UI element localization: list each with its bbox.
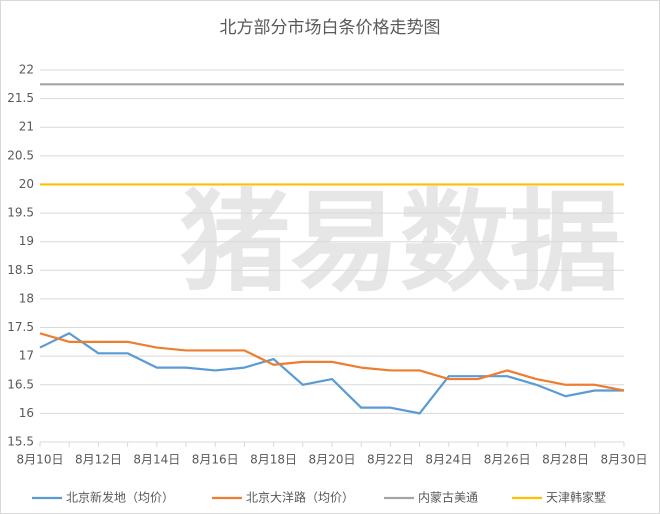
y-tick-label: 17.5 bbox=[7, 320, 34, 334]
y-tick-label: 20 bbox=[19, 177, 34, 191]
y-tick-label: 18.5 bbox=[7, 263, 34, 277]
watermark: 猪易数据 bbox=[180, 178, 620, 306]
y-tick-label: 22 bbox=[19, 63, 34, 77]
x-tick-label: 8月28日 bbox=[542, 453, 589, 467]
x-tick-label: 8月26日 bbox=[484, 453, 531, 467]
y-tick-label: 18 bbox=[19, 291, 34, 305]
x-tick-label: 8月12日 bbox=[75, 453, 122, 467]
legend-label: 北京大洋路（均价） bbox=[246, 490, 354, 505]
y-tick-label: 16.5 bbox=[7, 377, 34, 391]
legend-label: 内蒙古美通 bbox=[418, 490, 478, 505]
legend-label: 北京新发地（均价） bbox=[66, 490, 174, 505]
y-tick-label: 21.5 bbox=[7, 91, 34, 105]
x-tick-label: 8月10日 bbox=[17, 453, 64, 467]
x-tick-label: 8月24日 bbox=[425, 453, 472, 467]
series-line bbox=[39, 332, 625, 392]
y-tick-label: 19 bbox=[19, 234, 34, 248]
x-tick-label: 8月18日 bbox=[250, 453, 297, 467]
y-tick-label: 17 bbox=[19, 349, 34, 363]
y-tick-label: 20.5 bbox=[7, 148, 34, 162]
legend-label: 天津韩家墅 bbox=[546, 490, 606, 505]
series-line bbox=[39, 332, 624, 415]
y-tick-label: 15.5 bbox=[7, 435, 34, 449]
y-tick-label: 16 bbox=[19, 406, 34, 420]
x-tick-label: 8月30日 bbox=[601, 453, 648, 467]
chart-title: 北方部分市场白条价格走势图 bbox=[220, 18, 441, 38]
x-tick-label: 8月22日 bbox=[367, 453, 414, 467]
x-tick-label: 8月20日 bbox=[309, 453, 356, 467]
y-tick-label: 19.5 bbox=[7, 206, 34, 220]
y-tick-label: 21 bbox=[19, 120, 34, 134]
x-tick-label: 8月14日 bbox=[133, 453, 180, 467]
x-tick-label: 8月16日 bbox=[192, 453, 239, 467]
